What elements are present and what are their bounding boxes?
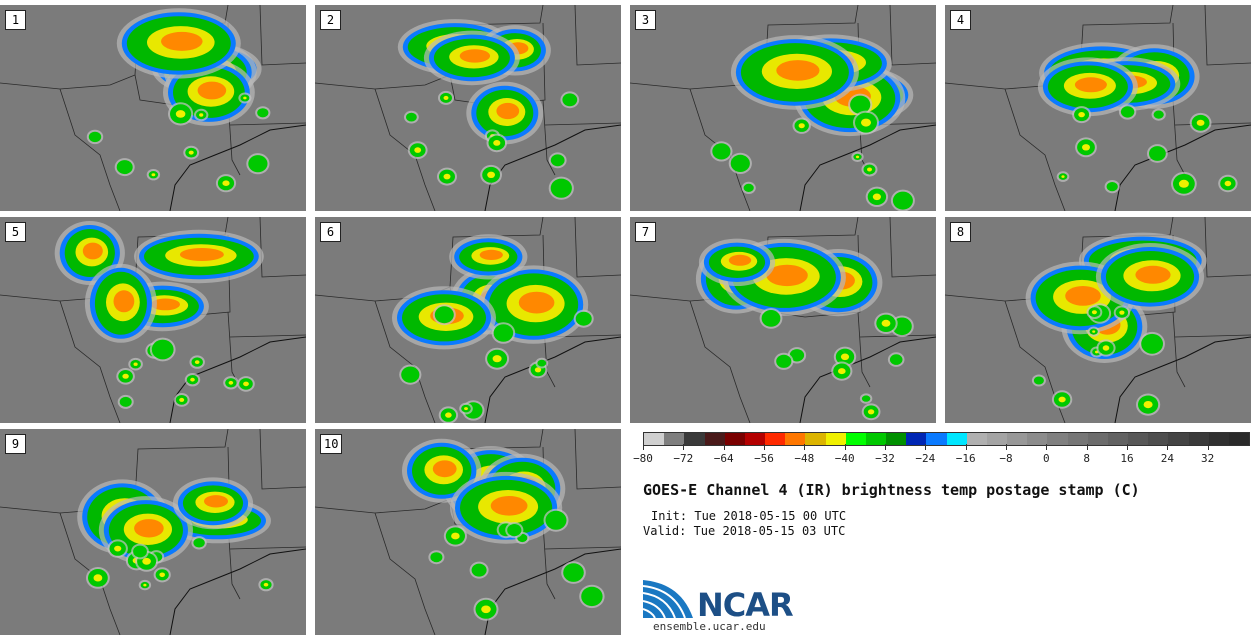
colorbar-segment [684,433,705,445]
colorbar-tick [683,444,685,450]
colorbar-segment [1148,433,1169,445]
panel-label: 2 [320,10,341,30]
colorbar-tick [1046,444,1048,450]
panel-label: 3 [635,10,656,30]
colorbar-tick [1006,444,1007,450]
colorbar-segment [1188,433,1209,445]
colorbar-tick-label: 24 [1160,452,1174,465]
colorbar-segment [1067,433,1088,445]
colorbar-segment [845,433,866,445]
forecast-panel-5: 5 [0,217,306,423]
colorbar-tick [1167,444,1169,450]
colorbar-tick [1127,444,1128,450]
colorbar-segment [865,433,887,445]
colorbar-segment [664,433,685,445]
panel-label: 10 [320,434,343,454]
chart-title: GOES-E Channel 4 (IR) brightness temp po… [643,481,1140,499]
colorbar-tick-label: −80 [633,452,653,465]
colorbar-segment [1208,433,1229,445]
colorbar-segment [704,433,725,445]
colorbar-tick-label: −40 [834,452,855,465]
init-time: Init: Tue 2018-05-15 00 UTC [651,509,847,523]
forecast-panel-7: 7 [630,217,936,423]
colorbar-tick-label: 32 [1201,452,1215,465]
panel-label: 8 [950,222,971,242]
panel-label: 7 [635,222,656,242]
colorbar-segment [724,433,745,445]
colorbar-tick-label: −48 [794,452,815,465]
colorbar-tick [885,444,886,450]
colorbar-segment [946,433,967,445]
colorbar-segment [765,433,786,445]
forecast-panel-8: 8 [945,217,1251,423]
colorbar-segment [744,433,766,445]
colorbar-segment [1168,433,1189,445]
colorbar-tick [1207,444,1209,450]
colorbar-segment [1228,433,1250,445]
forecast-panel-2: 2 [315,5,621,211]
colorbar-tick [723,444,725,450]
colorbar-segment [1128,433,1149,445]
panel-label: 6 [320,222,341,242]
colorbar-segment [966,433,987,445]
colorbar-segment [1007,433,1028,445]
forecast-panel-4: 4 [945,5,1251,211]
colorbar-tick-label: −32 [875,452,895,465]
colorbar-tick-label: −24 [915,452,936,465]
colorbar-tick [643,444,644,450]
colorbar-segment [1087,433,1108,445]
colorbar-tick [764,444,765,450]
colorbar-tick-label: −72 [673,452,694,465]
valid-time: Valid: Tue 2018-05-15 03 UTC [643,524,846,538]
colorbar-tick-label: 8 [1083,452,1090,465]
colorbar-segment [906,433,927,445]
colorbar-segment [926,433,947,445]
forecast-panel-3: 3 [630,5,936,211]
panel-label: 1 [5,10,26,30]
colorbar-tick [925,444,927,450]
ncar-logo-icon [643,580,693,619]
colorbar [643,432,1250,446]
forecast-panel-10: 10 [315,429,621,635]
colorbar-segment [886,433,907,445]
panel-label: 9 [5,434,26,454]
colorbar-tick [965,444,967,450]
colorbar-segment [805,433,826,445]
forecast-panel-6: 6 [315,217,621,423]
colorbar-tick [844,444,846,450]
ncar-logo-text: NCAR [697,586,794,624]
site-url[interactable]: ensemble.ucar.edu [653,620,766,633]
colorbar-tick-label: −8 [999,452,1013,465]
colorbar-ticks: −80 −72 −64 −56 −48 −40 −32 −24 −16 −8 0 8 16 24 32 [633,444,1250,468]
colorbar-segment [986,433,1008,445]
colorbar-segment [1107,433,1129,445]
colorbar-segment [785,433,806,445]
colorbar-tick [1086,444,1088,450]
colorbar-segment [825,433,846,445]
colorbar-segment [644,433,665,445]
colorbar-tick-label: 16 [1120,452,1134,465]
colorbar-tick-label: 0 [1043,452,1050,465]
forecast-panel-9: 9 [0,429,306,635]
colorbar-tick-label: −16 [955,452,976,465]
colorbar-tick-label: −56 [754,452,774,465]
colorbar-segment [1047,433,1068,445]
colorbar-tick-label: −64 [713,452,734,465]
colorbar-segment [1027,433,1048,445]
forecast-panel-1: 1 [0,5,306,211]
panel-label: 4 [950,10,971,30]
panel-label: 5 [5,222,26,242]
colorbar-tick [804,444,806,450]
